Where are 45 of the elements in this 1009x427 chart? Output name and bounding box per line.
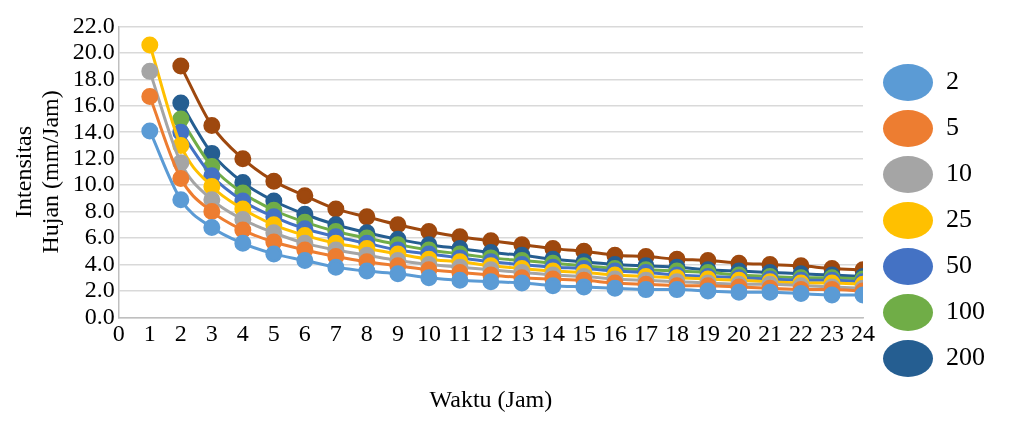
y-tick-label: 4.0	[84, 249, 115, 276]
y-tick-label: 10.0	[72, 170, 115, 197]
legend-label: 2	[946, 66, 959, 96]
y-tick-label: 2.0	[84, 276, 115, 303]
y-tick-label: 8.0	[84, 196, 115, 223]
x-tick-label: 1	[143, 320, 156, 347]
x-tick-label: 23	[819, 320, 844, 347]
x-tick-label: 22	[788, 320, 813, 347]
x-tick-label: 14	[540, 320, 565, 347]
x-tick-label: 3	[205, 320, 218, 347]
x-tick-label: 17	[633, 320, 658, 347]
y-tick-label: 22.0	[72, 11, 115, 38]
x-tick-label: 18	[664, 320, 689, 347]
legend-label: 25	[946, 204, 972, 234]
x-tick-label: 10	[416, 320, 441, 347]
x-tick-label: 9	[391, 320, 404, 347]
y-axis-title: Intensitas Hujan (mm/Jam)	[10, 90, 63, 254]
x-tick-label: 16	[602, 320, 627, 347]
y-tick-label: 16.0	[72, 91, 115, 118]
y-tick-label: 20.0	[72, 38, 115, 65]
x-tick-label: 20	[726, 320, 751, 347]
y-tick-label: 6.0	[84, 223, 115, 250]
x-tick-label: 8	[360, 320, 373, 347]
legend-label: 200	[946, 342, 985, 372]
y-tick-label: 14.0	[72, 117, 115, 144]
x-tick-label: 6	[298, 320, 311, 347]
x-tick-label: 13	[509, 320, 534, 347]
x-tick-label: 4	[236, 320, 249, 347]
legend-label: 50	[946, 250, 972, 280]
x-tick-label: 24	[851, 320, 875, 347]
legend-label: 100	[946, 296, 985, 326]
x-tick-label: 11	[448, 320, 472, 347]
x-tick-label: 2	[174, 320, 187, 347]
x-tick-label: 21	[757, 320, 782, 347]
y-tick-label: 18.0	[72, 64, 115, 91]
x-tick-label: 12	[478, 320, 503, 347]
legend-label: 5	[946, 112, 959, 142]
x-tick-label: 15	[571, 320, 596, 347]
x-tick-label: 19	[695, 320, 720, 347]
y-tick-label: 0.0	[84, 302, 115, 329]
x-tick-label: 7	[329, 320, 342, 347]
legend-label: 10	[946, 158, 972, 188]
y-tick-label: 12.0	[72, 143, 115, 170]
x-axis-title: Waktu (Jam)	[429, 385, 553, 412]
x-tick-label: 5	[267, 320, 280, 347]
